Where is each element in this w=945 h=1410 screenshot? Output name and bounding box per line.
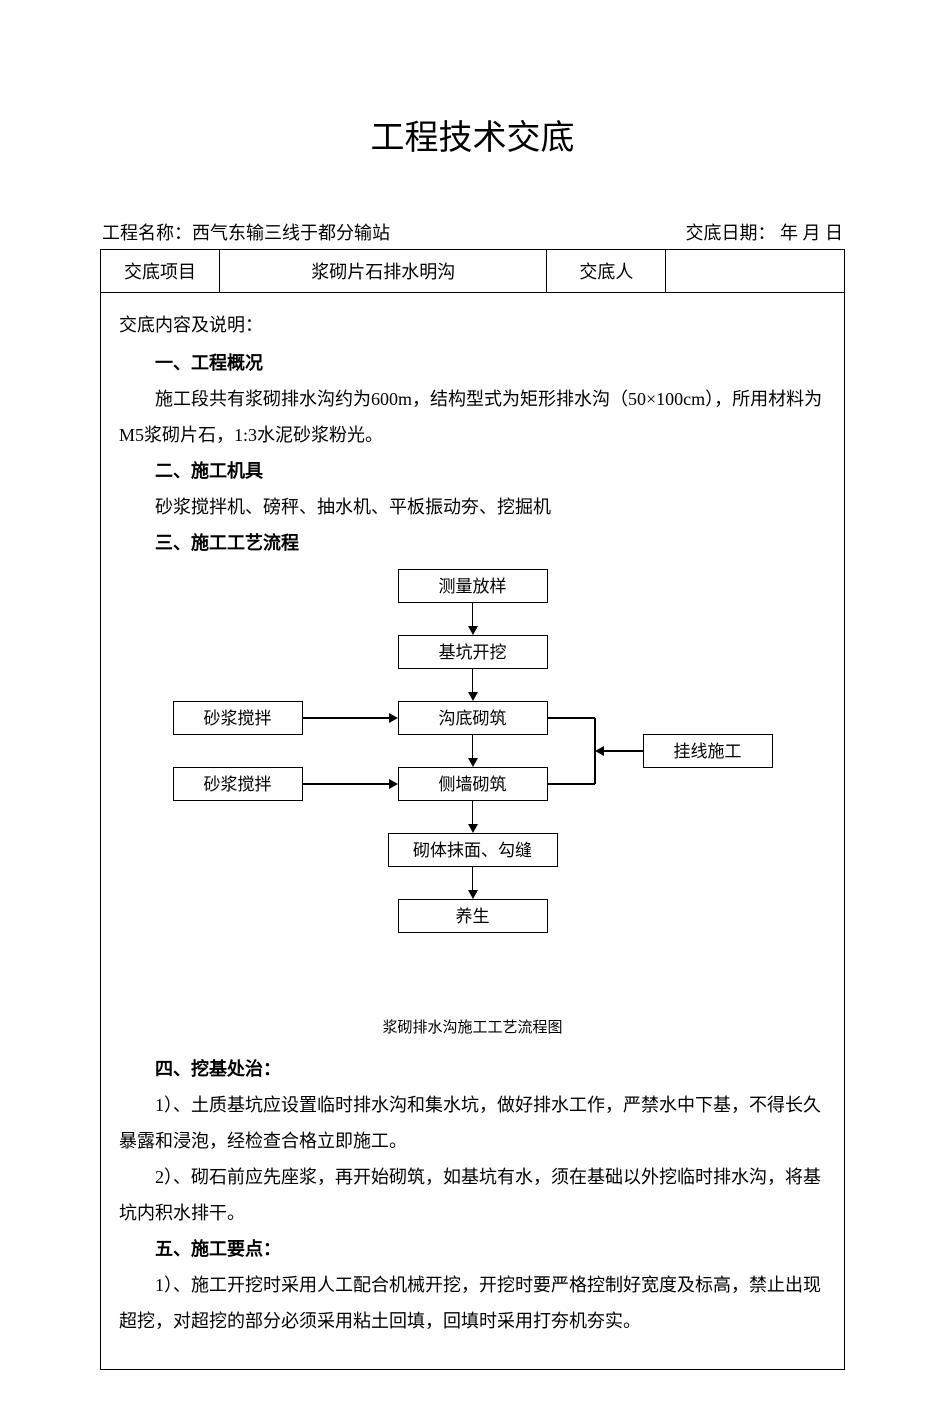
s1-p1: 施工段共有浆砌排水沟约为600m，结构型式为矩形排水沟（50×100cm），所用… (119, 381, 826, 453)
project-label: 工程名称： (102, 223, 192, 243)
arrow-v (472, 735, 474, 759)
ht-col2: 浆砌片石排水明沟 (220, 250, 547, 293)
arrow-h (303, 717, 390, 719)
flow-node-n3: 侧墙砌筑 (398, 767, 548, 801)
arrowhead-down-icon (468, 824, 478, 833)
arrowhead-down-icon (468, 692, 478, 701)
arrow-v (472, 669, 474, 693)
arrowhead-right-icon (389, 713, 398, 723)
s3-title: 三、施工工艺流程 (119, 525, 826, 561)
project-name: 西气东输三线于都分输站 (192, 223, 390, 243)
flowchart: 测量放样基坑开挖沟底砌筑侧墙砌筑砌体抹面、勾缝养生砂浆搅拌砂浆搅拌挂线施工 (133, 569, 813, 1009)
s1-title: 一、工程概况 (119, 345, 826, 381)
s2-p1: 砂浆搅拌机、磅秤、抽水机、平板振动夯、挖掘机 (119, 489, 826, 525)
arrow-v (472, 867, 474, 891)
arrow-h (603, 750, 643, 752)
flow-node-sideR: 挂线施工 (643, 734, 773, 768)
arrow-v (472, 801, 474, 825)
arrowhead-right-icon (389, 779, 398, 789)
arrow-v (472, 603, 474, 627)
flow-node-n2: 沟底砌筑 (398, 701, 548, 735)
line-h (548, 717, 596, 719)
flowchart-caption: 浆砌排水沟施工工艺流程图 (119, 1013, 826, 1043)
meta-right: 交底日期： 年 月 日 (686, 219, 844, 245)
header-table: 交底项目 浆砌片石排水明沟 交底人 (100, 249, 845, 293)
date-value: 年 月 日 (776, 223, 844, 243)
meta-row: 工程名称：西气东输三线于都分输站 交底日期： 年 月 日 (100, 219, 845, 245)
arrowhead-down-icon (468, 758, 478, 767)
s5-p1: 1）、施工开挖时采用人工配合机械开挖，开挖时要严格控制好宽度及标高，禁止出现超挖… (119, 1267, 826, 1339)
line-h (548, 783, 596, 785)
flow-node-sideL2: 砂浆搅拌 (173, 767, 303, 801)
s4-p1: 1）、土质基坑应设置临时排水沟和集水坑，做好排水工作，严禁水中下基，不得长久暴露… (119, 1087, 826, 1159)
ht-col4 (666, 250, 845, 293)
doc-title: 工程技术交底 (100, 110, 845, 159)
flow-node-n5: 养生 (398, 899, 548, 933)
date-label: 交底日期： (686, 223, 776, 243)
arrowhead-left-icon (595, 746, 604, 756)
flow-node-n1: 基坑开挖 (398, 635, 548, 669)
arrow-h (303, 783, 390, 785)
s4-title: 四、挖基处治： (119, 1051, 826, 1087)
content-box: 交底内容及说明： 一、工程概况 施工段共有浆砌排水沟约为600m，结构型式为矩形… (100, 293, 845, 1370)
s2-title: 二、施工机具 (119, 453, 826, 489)
arrowhead-down-icon (468, 626, 478, 635)
s5-title: 五、施工要点： (119, 1231, 826, 1267)
arrowhead-down-icon (468, 890, 478, 899)
flow-node-sideL1: 砂浆搅拌 (173, 701, 303, 735)
content-heading: 交底内容及说明： (119, 307, 826, 343)
document-page: 工程技术交底 工程名称：西气东输三线于都分输站 交底日期： 年 月 日 交底项目… (0, 0, 945, 1410)
ht-col1: 交底项目 (101, 250, 220, 293)
ht-col3: 交底人 (547, 250, 666, 293)
flow-node-n0: 测量放样 (398, 569, 548, 603)
meta-left: 工程名称：西气东输三线于都分输站 (102, 219, 686, 245)
s4-p2: 2）、砌石前应先座浆，再开始砌筑，如基坑有水，须在基础以外挖临时排水沟，将基坑内… (119, 1159, 826, 1231)
flow-node-n4: 砌体抹面、勾缝 (388, 833, 558, 867)
